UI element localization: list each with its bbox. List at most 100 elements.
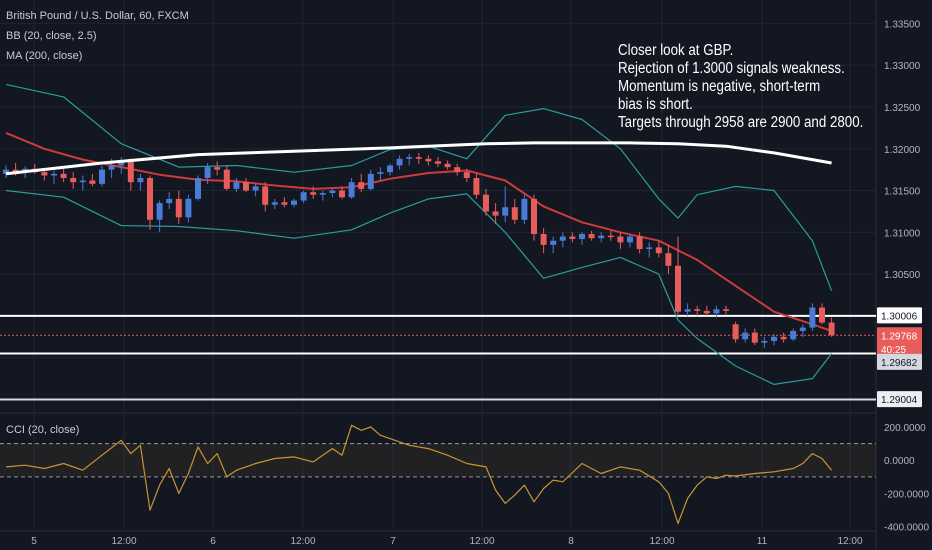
moving-average	[5, 141, 832, 176]
candle-body	[127, 161, 134, 183]
candle-body	[204, 167, 211, 179]
candle-body	[742, 332, 749, 340]
price-tag-label: 1.29768	[881, 331, 918, 342]
candle-body	[291, 200, 297, 205]
candle-body	[521, 198, 528, 220]
candle-body	[60, 173, 67, 179]
candle-body	[300, 192, 307, 201]
candle-body	[713, 309, 720, 314]
candle-body	[387, 165, 393, 173]
price-tag	[877, 307, 922, 324]
candle-body	[435, 161, 441, 164]
candle-body	[473, 178, 480, 195]
price-tag-label: 40:25	[881, 345, 906, 356]
price-tick-label: 1.33500	[884, 19, 921, 30]
candle-body	[684, 309, 691, 312]
candle-body	[675, 265, 681, 312]
candle-body	[108, 165, 115, 170]
candle-body	[790, 330, 797, 340]
time-tick-label: 12:00	[290, 536, 315, 547]
candle-body	[310, 192, 317, 195]
cci-tick-label: -200.0000	[884, 489, 929, 500]
candle-body	[502, 207, 509, 216]
price-tag-label: 1.29682	[881, 358, 918, 369]
candle-body	[627, 236, 633, 243]
candle-body	[166, 198, 173, 204]
candle-body	[723, 309, 729, 311]
candle-body	[156, 203, 163, 220]
candle-body	[492, 211, 499, 216]
candle-body	[396, 158, 403, 166]
candle-body	[185, 198, 192, 218]
candle-body	[454, 167, 461, 173]
cci-tick-label: 200.0000	[884, 423, 926, 434]
price-tag	[877, 391, 922, 408]
candle-body	[636, 236, 643, 250]
candle-body	[511, 207, 518, 220]
price-tick-label: 1.30500	[884, 270, 921, 281]
candle-body	[483, 194, 489, 212]
legend-bb: BB (20, close, 2.5)	[6, 30, 97, 42]
time-tick-label: 8	[568, 536, 574, 547]
price-tag	[877, 327, 922, 344]
annotation-text: Closer look at GBP. Rejection of 1.3000 …	[618, 42, 863, 132]
candle-body	[3, 169, 9, 174]
candle-body	[579, 233, 585, 240]
candle-body	[12, 169, 19, 173]
candle-body	[195, 178, 201, 199]
price-tick-label: 1.32000	[884, 145, 921, 156]
candle-body	[147, 178, 153, 220]
candle-body	[137, 178, 144, 183]
candle-body	[703, 310, 710, 314]
candle-body	[540, 233, 547, 245]
candle-body	[252, 186, 259, 191]
candle-body	[559, 236, 566, 241]
annotation-line: Closer look at GBP.	[618, 42, 734, 59]
time-tick-label: 12:00	[649, 536, 674, 547]
candle-body	[780, 336, 787, 340]
time-tick-label: 12:00	[469, 536, 494, 547]
candle-body	[89, 180, 96, 184]
price-tick-label: 1.32500	[884, 103, 921, 114]
candle-body	[598, 235, 605, 239]
candles	[3, 152, 835, 348]
candle-body	[118, 161, 125, 166]
candle-body	[99, 169, 105, 184]
time-tick-label: 5	[31, 536, 37, 547]
candle-body	[819, 307, 825, 323]
candle-body	[243, 182, 249, 191]
horizontal-lines	[0, 314, 876, 401]
series-line-bb-mid	[5, 131, 832, 332]
annotation-line: bias is short.	[618, 96, 693, 113]
legend-cci: CCI (20, close)	[6, 424, 80, 436]
candle-body	[655, 247, 662, 254]
candle-body	[367, 173, 374, 189]
candle-body	[444, 163, 451, 168]
candle-body	[694, 309, 701, 311]
candle-body	[799, 327, 806, 331]
bollinger-bands	[5, 83, 833, 385]
candle-body	[358, 182, 365, 189]
candle-body	[175, 198, 182, 218]
time-axis: 5 12:00 6 12:00 7 12:00 8 12:00 11 12:00	[31, 536, 863, 547]
candle-body	[665, 253, 672, 266]
series-line-ma	[5, 141, 832, 176]
cci-panel: 200.0000 0.0000 -200.0000 -400.0000	[0, 423, 929, 534]
price-tag	[877, 353, 922, 370]
legend-ma: MA (200, close)	[6, 50, 83, 62]
candle-body	[732, 324, 739, 340]
candle-body	[531, 198, 537, 234]
time-tick-label: 12:00	[111, 536, 136, 547]
time-tick-label: 12:00	[837, 536, 862, 547]
series-line-bb-low	[5, 189, 833, 385]
candle-body	[70, 178, 77, 183]
price-tick-label: 1.31000	[884, 228, 921, 239]
candle-body	[550, 240, 557, 245]
cci-line	[5, 424, 833, 525]
candle-body	[809, 307, 816, 328]
cci-tick-label: -400.0000	[884, 523, 929, 534]
candle-body	[233, 182, 240, 189]
candle-body	[281, 202, 288, 205]
time-tick-label: 11	[757, 536, 768, 547]
candle-body	[771, 336, 777, 341]
